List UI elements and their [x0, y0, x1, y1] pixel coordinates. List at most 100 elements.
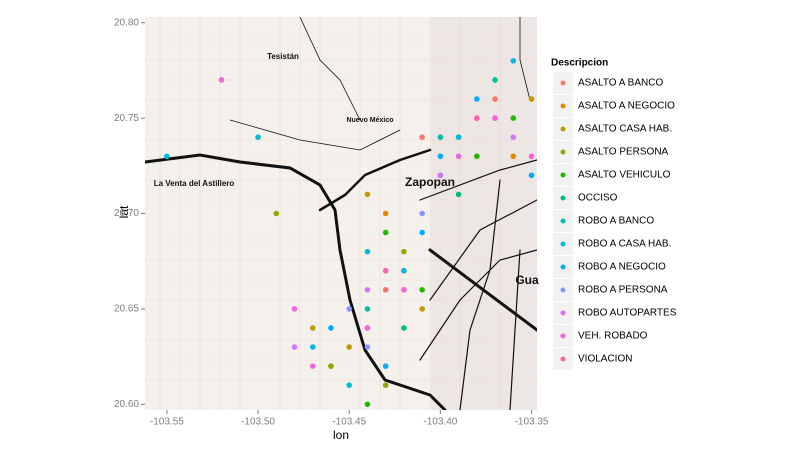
legend-label: ASALTO PERSONA: [578, 147, 669, 158]
x-tick-label: -103.50: [241, 417, 275, 428]
point: [437, 134, 444, 140]
point: [382, 287, 389, 293]
point: [510, 153, 517, 160]
point: [492, 96, 498, 102]
legend-marker: [560, 241, 566, 247]
point: [419, 229, 425, 236]
point: [419, 306, 425, 312]
legend-label: ROBO A NEGOCIO: [578, 262, 666, 273]
x-tick-label: -103.40: [423, 417, 457, 428]
legend-marker: [560, 172, 566, 178]
point: [255, 134, 261, 140]
point: [510, 58, 517, 64]
y-tick-label: 20.60: [114, 399, 139, 410]
legend-label: ROBO AUTOPARTES: [578, 308, 677, 319]
point: [364, 248, 371, 255]
point: [528, 172, 535, 179]
point: [401, 325, 407, 331]
legend-label: ASALTO VEHICULO: [578, 170, 671, 181]
x-tick-label: -103.55: [150, 417, 184, 428]
point: [273, 210, 280, 217]
point: [328, 363, 334, 369]
point: [291, 344, 298, 350]
point: [346, 306, 353, 312]
map-label: Tesistán: [267, 52, 299, 61]
point: [528, 96, 535, 102]
legend-title: Descripcion: [551, 58, 608, 69]
legend-label: ROBO A BANCO: [578, 216, 654, 227]
point: [364, 191, 371, 198]
point: [419, 134, 425, 140]
legend-label: VIOLACION: [578, 354, 632, 365]
point: [510, 134, 517, 140]
legend-marker: [560, 103, 566, 109]
point: [510, 115, 517, 121]
y-tick-label: 20.65: [114, 304, 139, 315]
legend-marker: [560, 126, 566, 132]
legend-label: ASALTO A NEGOCIO: [578, 101, 675, 112]
map-label: Zapopan: [405, 175, 455, 189]
point: [364, 344, 371, 350]
point: [364, 401, 371, 408]
point: [382, 267, 389, 274]
legend-marker: [560, 356, 566, 362]
point: [364, 325, 371, 331]
point: [419, 210, 425, 217]
map-background: [145, 17, 537, 410]
legend-label: ASALTO A BANCO: [578, 78, 663, 89]
point: [455, 191, 462, 198]
point: [437, 153, 444, 160]
point: [218, 77, 225, 83]
point: [474, 153, 480, 160]
map-label: Nuevo México: [346, 117, 393, 124]
map-label: La Venta del Astillero: [154, 179, 235, 188]
legend-marker: [560, 195, 566, 201]
point: [401, 287, 407, 293]
legend-marker: [560, 333, 566, 339]
legend-label: ASALTO CASA HAB.: [578, 124, 672, 135]
point: [309, 344, 316, 350]
point: [382, 363, 389, 369]
point: [309, 325, 316, 331]
point: [437, 172, 444, 179]
legend-marker: [560, 264, 566, 270]
legend-marker: [560, 80, 566, 86]
point: [401, 267, 407, 274]
point: [492, 115, 498, 121]
map-label: Gua: [515, 273, 539, 287]
x-tick-label: -103.45: [332, 417, 366, 428]
point: [346, 382, 353, 388]
x-tick-label: -103.35: [515, 417, 549, 428]
point: [382, 229, 389, 236]
legend-label: OCCISO: [578, 193, 618, 204]
point: [419, 287, 425, 293]
point: [164, 153, 170, 160]
point: [455, 134, 462, 140]
y-tick-label: 20.80: [114, 17, 139, 28]
legend-marker: [560, 310, 566, 316]
point: [492, 77, 498, 83]
y-tick-label: 20.70: [114, 208, 139, 219]
point: [309, 363, 316, 369]
legend-label: VEH. ROBADO: [578, 331, 648, 342]
point: [474, 115, 480, 121]
point: [474, 96, 480, 102]
y-tick-label: 20.75: [114, 113, 139, 124]
point: [328, 325, 334, 331]
point: [364, 306, 371, 312]
y-axis-label: lat: [117, 205, 131, 218]
point: [528, 153, 535, 160]
point: [291, 306, 298, 312]
point: [455, 153, 462, 160]
legend-marker: [560, 287, 566, 293]
legend-label: ROBO A PERSONA: [578, 285, 668, 296]
point: [382, 382, 389, 388]
x-axis-label: lon: [333, 428, 349, 442]
legend-marker: [560, 218, 566, 224]
point: [382, 210, 389, 217]
point: [401, 248, 407, 255]
point: [364, 287, 371, 293]
legend-label: ROBO A CASA HAB.: [578, 239, 671, 250]
point: [346, 344, 353, 350]
